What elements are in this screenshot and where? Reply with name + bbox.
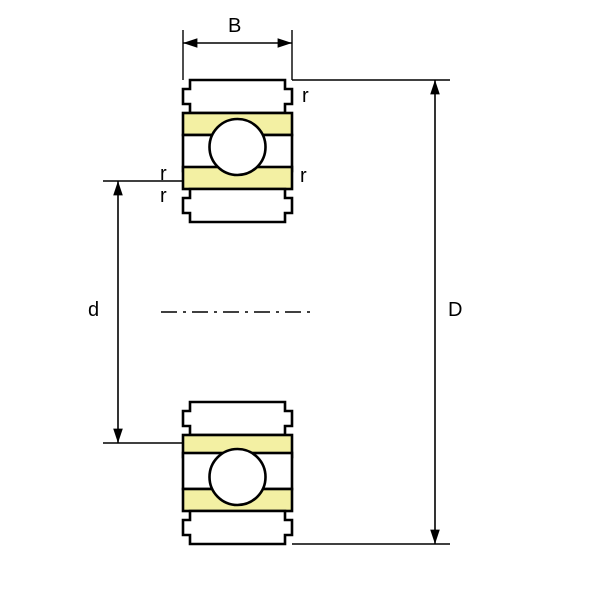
diagram-stage: B D d r r r r	[0, 0, 600, 600]
ball-bottom	[210, 449, 266, 505]
outer-ring-bottom	[183, 511, 292, 544]
label-r-inner-top-left-b: r	[160, 186, 167, 206]
label-d: d	[88, 300, 99, 320]
ball-top	[210, 119, 266, 175]
inner-ring-bottom	[183, 402, 292, 435]
label-r-inner-top-right: r	[300, 166, 307, 186]
inner-ring-top	[183, 189, 292, 222]
label-r-outer-top-right: r	[302, 86, 309, 106]
label-B: B	[228, 16, 241, 36]
label-D: D	[448, 300, 462, 320]
label-r-inner-top-left-a: r	[160, 164, 167, 184]
outer-ring-top	[183, 80, 292, 113]
